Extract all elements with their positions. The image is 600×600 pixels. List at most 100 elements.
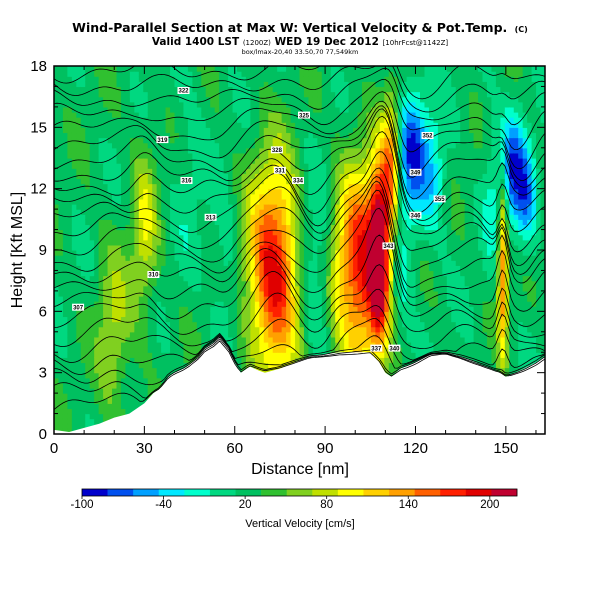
velocity-cell [67, 357, 73, 364]
velocity-cell [62, 137, 68, 144]
velocity-cell [290, 296, 296, 302]
velocity-cell [138, 255, 144, 261]
velocity-cell [344, 331, 350, 338]
velocity-cell [129, 147, 135, 154]
velocity-cell [357, 86, 363, 93]
velocity-cell [67, 280, 73, 287]
velocity-cell [125, 183, 131, 190]
velocity-cell [58, 152, 64, 159]
velocity-cell [219, 321, 225, 328]
velocity-cell [263, 96, 269, 103]
velocity-cell [54, 86, 60, 93]
velocity-cell [107, 321, 113, 328]
velocity-cell [143, 198, 149, 205]
velocity-cell [174, 188, 180, 195]
velocity-cell [344, 234, 350, 241]
velocity-cell [290, 204, 296, 210]
velocity-cell [178, 316, 185, 323]
velocity-cell [62, 229, 68, 236]
velocity-cell [80, 388, 86, 394]
velocity-cell [62, 296, 68, 302]
velocity-cell [272, 270, 278, 277]
velocity-cell [58, 270, 64, 277]
velocity-cell [196, 132, 202, 139]
velocity-cell [165, 250, 171, 256]
velocity-cell [205, 239, 211, 246]
velocity-cell [196, 101, 202, 108]
velocity-cell [210, 301, 216, 307]
velocity-cell [335, 280, 341, 287]
velocity-cell [187, 301, 193, 307]
velocity-cell [317, 336, 323, 343]
velocity-cell [116, 214, 122, 220]
velocity-cell [245, 234, 251, 241]
velocity-cell [76, 76, 82, 82]
velocity-cell [214, 239, 220, 246]
velocity-cell [112, 372, 118, 379]
velocity-cell [58, 112, 64, 118]
velocity-cell [183, 127, 189, 134]
velocity-cell [103, 214, 109, 220]
velocity-cell [134, 106, 140, 113]
velocity-cell [183, 91, 189, 98]
velocity-cell [76, 112, 82, 118]
velocity-cell [103, 158, 109, 164]
velocity-cell [138, 91, 144, 98]
velocity-cell [85, 147, 91, 154]
velocity-cell [228, 209, 234, 215]
velocity-cell [317, 229, 323, 236]
velocity-cell [107, 101, 113, 108]
velocity-cell [330, 229, 336, 236]
velocity-cell [348, 321, 354, 328]
velocity-cell [120, 311, 127, 318]
velocity-cell [339, 168, 345, 174]
velocity-cell [250, 311, 256, 318]
velocity-cell [308, 198, 314, 205]
velocity-cell [353, 86, 359, 93]
velocity-cell [143, 147, 149, 154]
velocity-cell [245, 71, 251, 77]
velocity-cell [112, 342, 118, 348]
velocity-cell [80, 178, 86, 185]
velocity-cell [71, 275, 77, 282]
velocity-cell [210, 178, 216, 185]
velocity-cell [335, 290, 341, 297]
velocity-cell [245, 285, 251, 292]
velocity-cell [178, 158, 185, 164]
velocity-cell [67, 290, 73, 297]
velocity-cell [339, 209, 345, 215]
velocity-cell [232, 96, 238, 103]
velocity-cell [120, 91, 127, 98]
velocity-cell [263, 163, 269, 169]
velocity-cell [254, 250, 260, 256]
velocity-cell [241, 101, 247, 108]
velocity-cell [103, 311, 109, 318]
velocity-cell [335, 214, 341, 220]
velocity-cell [259, 301, 265, 307]
velocity-cell [232, 255, 238, 261]
velocity-cell [107, 250, 113, 256]
velocity-cell [210, 224, 216, 231]
velocity-cell [54, 316, 60, 323]
velocity-cell [219, 66, 225, 72]
velocity-cell [303, 127, 310, 134]
velocity-cell [67, 152, 73, 159]
velocity-cell [161, 342, 167, 348]
velocity-cell [116, 142, 122, 149]
velocity-cell [94, 393, 100, 399]
velocity-cell [174, 290, 180, 297]
velocity-cell [228, 198, 234, 205]
velocity-cell [161, 168, 167, 174]
velocity-cell [107, 96, 113, 103]
velocity-cell [120, 408, 127, 415]
velocity-cell [103, 178, 109, 185]
velocity-cell [147, 280, 153, 287]
velocity-cell [178, 204, 185, 210]
velocity-cell [71, 316, 77, 323]
velocity-cell [295, 117, 301, 123]
velocity-cell [192, 168, 198, 174]
velocity-cell [54, 244, 60, 251]
velocity-cell [76, 142, 82, 149]
velocity-cell [223, 101, 229, 108]
velocity-cell [54, 352, 60, 358]
